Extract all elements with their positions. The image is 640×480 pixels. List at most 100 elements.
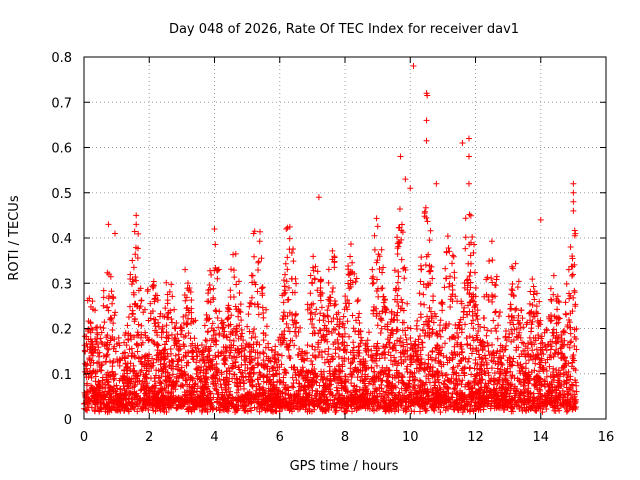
data-point <box>89 298 96 305</box>
data-point <box>485 342 492 349</box>
data-point <box>403 336 410 343</box>
data-point <box>467 252 474 259</box>
data-point <box>252 334 259 341</box>
data-point <box>202 337 209 344</box>
data-point <box>503 377 510 384</box>
data-point <box>308 309 315 316</box>
data-point <box>237 301 244 308</box>
data-point <box>470 325 477 332</box>
data-point <box>511 383 518 390</box>
data-point <box>543 373 550 380</box>
data-point <box>404 363 411 370</box>
data-point <box>446 283 453 290</box>
data-point <box>513 402 520 409</box>
data-point <box>418 254 425 261</box>
data-point <box>401 264 408 271</box>
data-point <box>567 243 574 250</box>
data-point <box>230 267 237 274</box>
data-point <box>321 348 328 355</box>
data-point <box>94 340 101 347</box>
data-point <box>318 304 325 311</box>
data-point <box>398 256 405 263</box>
data-point <box>535 379 542 386</box>
data-point <box>105 307 112 314</box>
data-point <box>547 346 554 353</box>
data-point <box>200 367 207 374</box>
data-point <box>322 313 329 320</box>
data-point <box>462 245 469 252</box>
data-point <box>488 328 495 335</box>
data-point <box>516 378 523 385</box>
data-point <box>451 269 458 276</box>
data-point <box>389 389 396 396</box>
data-point <box>472 360 479 367</box>
data-point <box>393 405 400 412</box>
data-point <box>573 346 580 353</box>
data-point <box>420 366 427 373</box>
data-point <box>187 342 194 349</box>
data-point <box>400 265 407 272</box>
data-point <box>427 308 434 315</box>
data-point <box>328 353 335 360</box>
data-point <box>397 400 404 407</box>
data-point <box>507 363 514 370</box>
data-point <box>294 406 301 413</box>
data-point <box>120 376 127 383</box>
data-point <box>533 303 540 310</box>
data-point <box>517 334 524 341</box>
data-point <box>107 316 114 323</box>
data-point <box>503 342 510 349</box>
data-point <box>149 283 156 290</box>
data-point <box>108 315 115 322</box>
data-point <box>132 379 139 386</box>
data-point <box>99 361 106 368</box>
data-point <box>124 364 131 371</box>
data-point <box>518 307 525 314</box>
data-point <box>210 394 217 401</box>
data-point <box>494 380 501 387</box>
data-point <box>467 212 474 219</box>
data-point <box>325 351 332 358</box>
data-point <box>450 364 457 371</box>
data-point <box>526 300 533 307</box>
data-point <box>349 408 356 415</box>
data-point <box>334 336 341 343</box>
data-point <box>346 333 353 340</box>
data-point <box>353 317 360 324</box>
data-point <box>307 272 314 279</box>
data-point <box>123 342 130 349</box>
data-point <box>141 353 148 360</box>
data-point <box>466 211 473 218</box>
data-point <box>530 313 537 320</box>
data-point <box>205 286 212 293</box>
data-point <box>310 324 317 331</box>
data-point <box>340 396 347 403</box>
data-point <box>213 308 220 315</box>
data-point <box>260 314 267 321</box>
data-point <box>459 377 466 384</box>
data-point <box>162 346 169 353</box>
data-point <box>572 404 579 411</box>
data-point <box>380 343 387 350</box>
data-point <box>555 314 562 321</box>
data-point <box>374 223 381 230</box>
data-point <box>446 280 453 287</box>
data-point <box>260 350 267 357</box>
data-point <box>251 326 258 333</box>
data-point <box>304 301 311 308</box>
data-point <box>161 313 168 320</box>
data-point <box>477 365 484 372</box>
data-point <box>256 369 263 376</box>
data-point <box>221 361 228 368</box>
data-point <box>237 383 244 390</box>
data-point <box>286 328 293 335</box>
data-point <box>486 257 493 264</box>
data-point <box>482 370 489 377</box>
data-point <box>309 320 316 327</box>
data-point <box>295 388 302 395</box>
data-point <box>495 404 502 411</box>
data-point <box>398 296 405 303</box>
data-point <box>151 320 158 327</box>
data-point <box>344 318 351 325</box>
data-point <box>259 284 266 291</box>
